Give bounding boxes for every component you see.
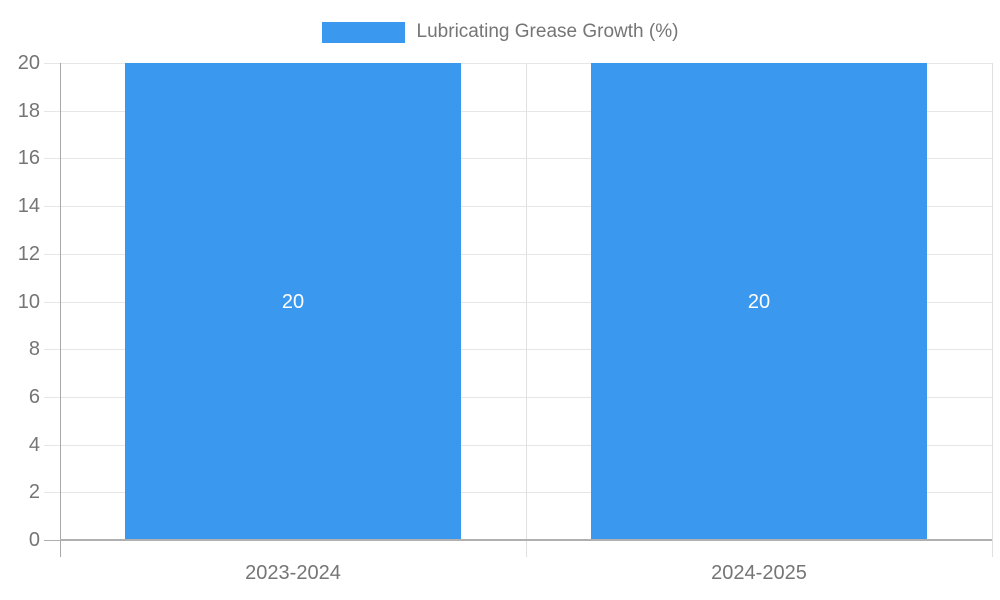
y-axis-tick	[44, 492, 60, 493]
legend[interactable]: Lubricating Grease Growth (%)	[0, 20, 1000, 44]
category-divider	[526, 63, 527, 540]
y-tick-label: 4	[28, 434, 40, 456]
bar-value-label: 20	[747, 291, 771, 313]
y-axis-tick	[44, 397, 60, 398]
y-tick-label: 18	[17, 100, 40, 122]
x-axis-tick	[992, 540, 993, 557]
y-tick-label: 14	[17, 195, 40, 217]
y-axis-tick	[44, 206, 60, 207]
y-tick-label: 20	[17, 52, 40, 74]
y-tick-label: 8	[28, 338, 40, 360]
x-tick-label: 2024-2025	[711, 562, 807, 584]
y-tick-label: 2	[28, 481, 40, 503]
category-divider	[992, 63, 993, 540]
x-axis-tick	[526, 540, 527, 557]
y-tick-label: 6	[28, 386, 40, 408]
y-axis-tick	[44, 302, 60, 303]
y-axis-tick	[44, 445, 60, 446]
y-axis-tick	[44, 349, 60, 350]
bar-value-label: 20	[281, 291, 305, 313]
y-axis-tick	[44, 158, 60, 159]
y-tick-label: 12	[17, 243, 40, 265]
x-axis-baseline	[60, 539, 992, 541]
x-tick-label: 2023-2024	[245, 562, 341, 584]
legend-label: Lubricating Grease Growth (%)	[416, 21, 679, 42]
legend-swatch	[321, 21, 405, 43]
bar[interactable]	[591, 63, 927, 540]
y-axis-tick	[44, 540, 60, 541]
y-axis-line	[60, 63, 61, 557]
y-axis-tick	[44, 254, 60, 255]
y-tick-label: 16	[17, 147, 40, 169]
y-axis-tick	[44, 111, 60, 112]
bar[interactable]	[125, 63, 461, 540]
y-axis-tick	[44, 63, 60, 64]
y-tick-label: 0	[28, 529, 40, 551]
y-tick-label: 10	[17, 291, 40, 313]
